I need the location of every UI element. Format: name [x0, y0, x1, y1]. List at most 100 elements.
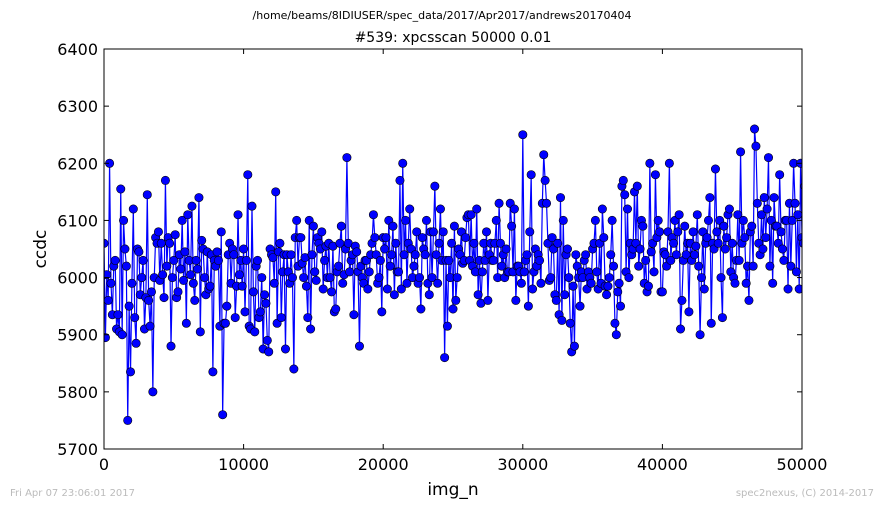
data-point-55 — [176, 264, 186, 274]
data-point-341 — [575, 301, 585, 311]
data-point-529 — [838, 256, 846, 264]
data-point-66 — [191, 255, 201, 265]
data-point-398 — [655, 227, 665, 237]
data-point-70 — [197, 235, 207, 245]
data-point-224 — [412, 227, 422, 237]
data-point-64 — [188, 278, 198, 288]
data-point-349 — [586, 278, 596, 288]
data-point-14 — [119, 215, 129, 225]
data-point-12 — [116, 184, 126, 194]
data-point-527 — [835, 199, 843, 207]
data-point-397 — [653, 215, 663, 225]
data-point-427 — [695, 330, 705, 340]
data-point-406 — [666, 255, 676, 265]
data-point-556 — [876, 211, 884, 219]
data-point-149 — [307, 250, 317, 260]
data-point-466 — [750, 124, 760, 134]
data-point-413 — [676, 324, 686, 334]
y-tick-label: 5900 — [57, 326, 98, 345]
data-point-439 — [712, 227, 722, 237]
data-point-505 — [805, 228, 813, 236]
data-point-249 — [447, 238, 457, 248]
data-point-506 — [806, 251, 814, 259]
data-point-134 — [286, 250, 296, 260]
x-axis-label: img_n — [427, 480, 478, 500]
data-point-549 — [866, 233, 874, 241]
data-point-554 — [873, 233, 881, 241]
data-point-215 — [399, 250, 409, 260]
x-tick-label: 50000 — [777, 455, 828, 474]
data-point-148 — [306, 324, 316, 334]
data-point-174 — [342, 153, 352, 163]
data-point-39 — [153, 227, 163, 237]
data-point-62 — [186, 270, 196, 280]
data-point-118 — [264, 347, 274, 357]
data-point-485 — [776, 227, 786, 237]
data-point-226 — [414, 273, 424, 283]
data-point-538 — [851, 182, 859, 190]
data-point-32 — [144, 295, 154, 305]
axes-frame — [103, 48, 803, 450]
data-point-209 — [391, 238, 401, 248]
data-point-199 — [377, 307, 387, 317]
data-point-158 — [320, 255, 330, 265]
data-point-176 — [345, 267, 355, 277]
data-point-41 — [156, 238, 166, 248]
data-point-113 — [257, 273, 267, 283]
data-point-44 — [160, 175, 170, 185]
y-axis-label: ccdc — [31, 230, 51, 269]
data-point-375 — [622, 204, 632, 214]
data-point-369 — [614, 278, 624, 288]
data-point-190 — [364, 267, 374, 277]
data-point-168 — [334, 261, 344, 271]
data-point-333 — [564, 273, 574, 283]
series-line — [104, 128, 802, 421]
data-point-81 — [212, 247, 222, 257]
data-point-3 — [104, 295, 113, 305]
data-point-240 — [434, 238, 444, 248]
data-point-206 — [387, 250, 397, 260]
data-point-459 — [740, 233, 750, 243]
data-point-545 — [861, 199, 869, 207]
data-point-284 — [495, 238, 505, 248]
data-point-419 — [684, 307, 694, 317]
data-point-544 — [859, 165, 867, 173]
data-point-223 — [410, 250, 420, 260]
data-point-408 — [669, 238, 679, 248]
data-point-362 — [604, 273, 614, 283]
data-point-107 — [248, 287, 258, 297]
data-point-376 — [624, 273, 634, 283]
y-tick-label: 5700 — [57, 440, 98, 459]
data-point-69 — [195, 327, 205, 337]
data-point-305 — [525, 227, 535, 237]
data-point-243 — [438, 227, 448, 237]
data-point-528 — [837, 222, 845, 230]
data-point-315 — [539, 150, 549, 160]
data-point-523 — [830, 216, 838, 224]
data-point-555 — [875, 268, 883, 276]
data-point-443 — [717, 313, 727, 323]
data-point-426 — [694, 261, 704, 271]
data-point-227 — [416, 304, 426, 314]
data-point-181 — [352, 247, 362, 257]
data-point-88 — [222, 301, 232, 311]
data-point-13 — [117, 330, 127, 340]
data-point-468 — [752, 198, 762, 208]
data-point-313 — [536, 278, 546, 288]
data-point-116 — [261, 298, 271, 308]
data-point-237 — [430, 181, 440, 191]
data-point-480 — [769, 193, 779, 203]
data-point-136 — [289, 364, 299, 374]
data-point-263 — [466, 210, 476, 220]
data-point-394 — [649, 267, 659, 277]
data-point-390 — [643, 281, 653, 291]
data-point-171 — [338, 278, 348, 288]
data-point-85 — [218, 410, 228, 420]
data-point-551 — [869, 199, 877, 207]
data-point-541 — [855, 171, 863, 179]
data-point-156 — [317, 227, 327, 237]
y-tick-label: 5800 — [57, 383, 98, 402]
data-point-222 — [409, 261, 419, 271]
data-point-492 — [786, 261, 796, 271]
data-point-228 — [417, 233, 427, 243]
